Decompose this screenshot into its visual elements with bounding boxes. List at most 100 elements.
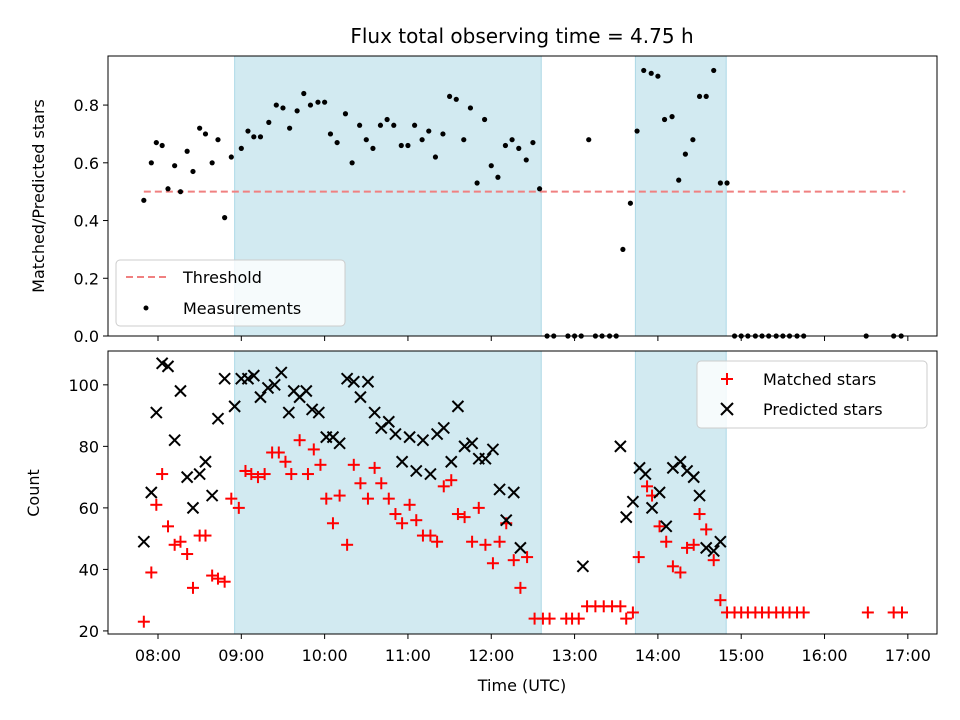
legend-measurements-label: Measurements [183,299,301,318]
measurement-point-38 [391,122,397,128]
matched-star-point-18 [245,468,258,481]
measurement-point-28 [322,99,328,105]
measurement-point-1 [141,197,147,203]
measurement-point-39 [398,142,404,149]
matched-star-point-14 [218,575,231,588]
x-tick-label: 12:00 [468,646,514,665]
measurement-point-30 [334,139,340,146]
matched-star-point-23 [279,455,292,468]
matched-star-point-99 [896,606,909,619]
measurement-point-14 [222,215,228,221]
predicted-star-point-55 [500,513,513,527]
matched-star-point-82 [700,523,713,536]
predicted-star-point-42 [410,464,423,478]
matched-star-point-24 [285,468,298,481]
measurement-point-22 [280,105,286,111]
matched-star-point-4 [156,468,169,481]
matched-star-points [137,434,909,628]
legend-measurement-swatch [143,305,149,311]
measurement-point-11 [202,131,209,137]
measurement-point-10 [197,125,203,131]
measurement-point-13 [215,137,221,143]
matched-star-point-49 [458,511,471,524]
matched-star-point-81 [693,508,706,521]
legend-predicted-label: Predicted stars [763,400,883,419]
measurement-point-75 [655,73,661,79]
x-tick-label: 08:00 [135,646,181,665]
measurement-point-48 [461,137,467,143]
measurement-point-58 [530,139,536,146]
measurement-point-15 [228,154,234,160]
matched-star-point-15 [225,492,238,505]
measurement-point-80 [690,137,696,143]
matched-star-point-97 [861,606,874,619]
predicted-star-point-43 [416,433,430,447]
bottom-y-tick-label: 60 [79,499,99,518]
predicted-star-point-33 [347,375,360,388]
matched-star-point-79 [681,541,694,554]
measurement-point-56 [516,145,522,151]
matched-star-point-38 [382,492,395,505]
matched-star-point-11 [199,529,212,542]
matched-star-point-70 [620,612,633,625]
predicted-star-point-61 [626,495,640,508]
predicted-star-point-34 [354,390,367,404]
measurement-point-23 [287,125,293,131]
predicted-star-points [137,357,727,573]
matched-star-point-51 [472,501,485,514]
measurement-point-25 [301,90,307,97]
matched-star-point-5 [161,520,174,533]
matched-star-point-2 [145,566,158,579]
top-legend-box [115,259,346,327]
predicted-star-point-53 [486,443,500,456]
matched-star-point-33 [347,458,360,471]
matched-star-point-30 [326,517,339,530]
matched-star-point-96 [797,606,810,619]
legend-matched-swatch [721,373,733,385]
measurement-point-29 [327,131,334,137]
matched-star-point-42 [410,514,423,527]
x-tick-label: 16:00 [801,646,847,665]
measurement-point-83 [711,67,717,74]
measurement-point-18 [251,134,257,140]
measurement-point-70 [620,246,626,253]
predicted-star-point-7 [174,384,187,398]
matched-star-point-25 [293,434,306,447]
measurement-point-79 [682,151,688,157]
top-y-tick-label: 0.0 [74,327,99,346]
measurement-point-65 [586,137,592,143]
measurement-point-24 [294,108,300,114]
matched-star-point-50 [466,535,479,548]
predicted-star-point-6 [168,433,181,447]
matched-star-point-75 [653,520,666,533]
predicted-star-point-18 [247,369,261,382]
predicted-star-point-50 [465,437,479,450]
predicted-star-point-4 [155,357,169,370]
predicted-star-point-70 [687,470,700,484]
matched-star-point-19 [251,471,264,484]
matched-star-point-16 [232,501,245,514]
measurement-point-40 [405,142,411,149]
matched-star-point-32 [341,538,354,551]
predicted-star-point-74 [714,535,727,548]
bottom-y-ticks: 20 40 60 80 100 [68,376,108,641]
matched-star-point-58 [521,551,534,564]
matched-star-point-45 [431,535,444,548]
predicted-star-point-68 [674,455,687,468]
top-axes-frame [107,55,938,337]
top-legend: Threshold Measurements [115,259,346,327]
matched-star-point-78 [674,566,687,579]
matched-star-point-28 [314,458,327,471]
predicted-star-point-48 [451,400,465,413]
matched-star-point-41 [403,498,416,511]
measurement-point-35 [370,145,376,151]
measurement-point-53 [495,174,501,180]
predicted-star-point-2 [145,486,158,499]
measurement-point-7 [177,189,184,195]
bottom-axes-frame [107,350,938,635]
matched-star-point-34 [354,477,367,490]
predicted-star-point-38 [382,415,395,428]
measurement-point-71 [627,200,633,206]
predicted-star-point-41 [403,430,416,444]
predicted-star-point-22 [275,366,288,379]
